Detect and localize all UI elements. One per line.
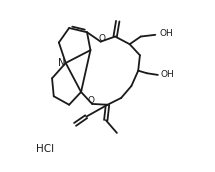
Text: OH: OH xyxy=(160,29,173,39)
Text: O: O xyxy=(98,34,105,43)
Text: OH: OH xyxy=(161,70,175,79)
Text: O: O xyxy=(88,96,95,105)
Text: HCl: HCl xyxy=(36,144,54,154)
Text: N: N xyxy=(58,58,65,68)
